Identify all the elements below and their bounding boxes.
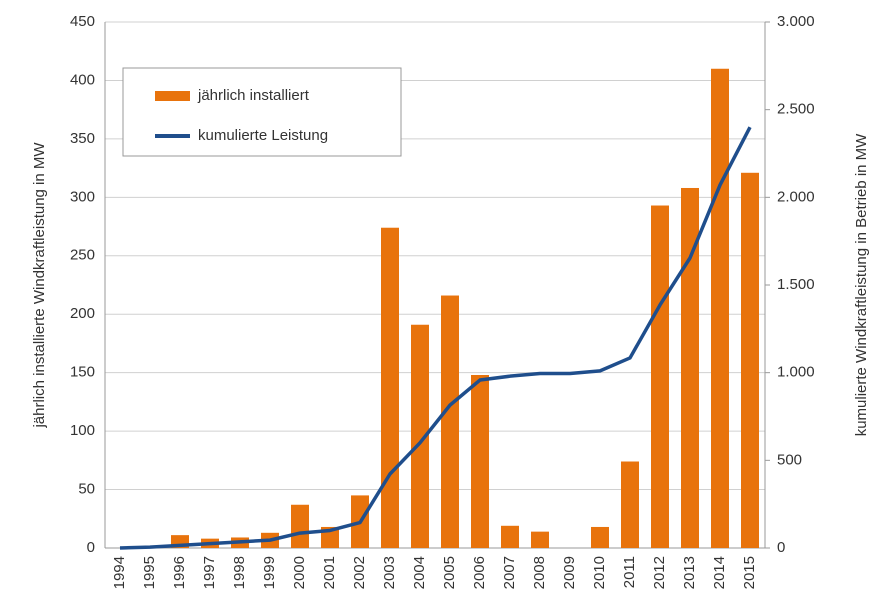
x-tick-label: 2013: [681, 556, 698, 589]
y-tick-label: 0: [87, 539, 95, 556]
x-tick-label: 2001: [321, 556, 338, 589]
bar: [441, 295, 459, 548]
x-tick-label: 2003: [381, 556, 398, 589]
y2-tick-label: 3.000: [777, 13, 815, 30]
y2-tick-label: 0: [777, 539, 785, 556]
bar: [621, 461, 639, 548]
x-tick-label: 1994: [111, 556, 128, 589]
y-tick-label: 450: [70, 13, 95, 30]
bar: [531, 531, 549, 548]
bar: [501, 525, 519, 548]
y-tick-label: 100: [70, 422, 95, 439]
x-tick-label: 2002: [351, 556, 368, 589]
x-tick-label: 2000: [291, 556, 308, 589]
y-tick-label: 300: [70, 188, 95, 205]
x-tick-label: 2008: [531, 556, 548, 589]
bar: [681, 187, 699, 548]
x-tick-label: 2006: [471, 556, 488, 589]
x-tick-label: 1995: [141, 556, 158, 589]
line: [119, 126, 752, 550]
legend-label: kumulierte Leistung: [198, 127, 328, 144]
y-tick-label: 200: [70, 305, 95, 322]
x-tick-label: 2015: [741, 556, 758, 589]
y2-tick-label: 2.500: [777, 101, 815, 118]
x-tick-label: 1997: [201, 556, 218, 589]
y-tick-label: 150: [70, 364, 95, 381]
x-tick-label: 2010: [591, 556, 608, 589]
bar: [381, 227, 399, 549]
y-axis-label: jährlich installierte Windkraftleistung …: [31, 142, 48, 429]
bar: [711, 68, 729, 548]
x-tick-label: 2005: [441, 556, 458, 589]
bar: [291, 504, 309, 548]
bar: [651, 205, 669, 548]
x-tick-label: 2014: [711, 556, 728, 589]
bar: [471, 375, 489, 548]
y2-tick-label: 500: [777, 451, 802, 468]
y-tick-label: 400: [70, 71, 95, 88]
x-tick-label: 2007: [501, 556, 518, 589]
x-tick-label: 2011: [621, 556, 638, 588]
bar: [591, 526, 609, 548]
x-tick-label: 1996: [171, 556, 188, 589]
y2-tick-label: 1.500: [777, 276, 815, 293]
bar: [741, 172, 759, 548]
x-tick-label: 2012: [651, 556, 668, 589]
x-tick-label: 1998: [231, 556, 248, 589]
y2-tick-label: 2.000: [777, 188, 815, 205]
bar: [411, 324, 429, 548]
y-tick-label: 50: [78, 481, 95, 498]
y2-axis-label: kumulierte Windkraftleistung in Betrieb …: [853, 133, 870, 436]
x-tick-label: 1999: [261, 556, 278, 589]
x-tick-label: 2004: [411, 556, 428, 589]
legend-swatch: [155, 91, 190, 101]
y-tick-label: 350: [70, 130, 95, 147]
y2-tick-label: 1.000: [777, 364, 815, 381]
legend-box: [122, 67, 402, 157]
y-tick-label: 250: [70, 247, 95, 264]
legend-label: jährlich installiert: [197, 87, 310, 104]
x-tick-label: 2009: [561, 556, 578, 589]
